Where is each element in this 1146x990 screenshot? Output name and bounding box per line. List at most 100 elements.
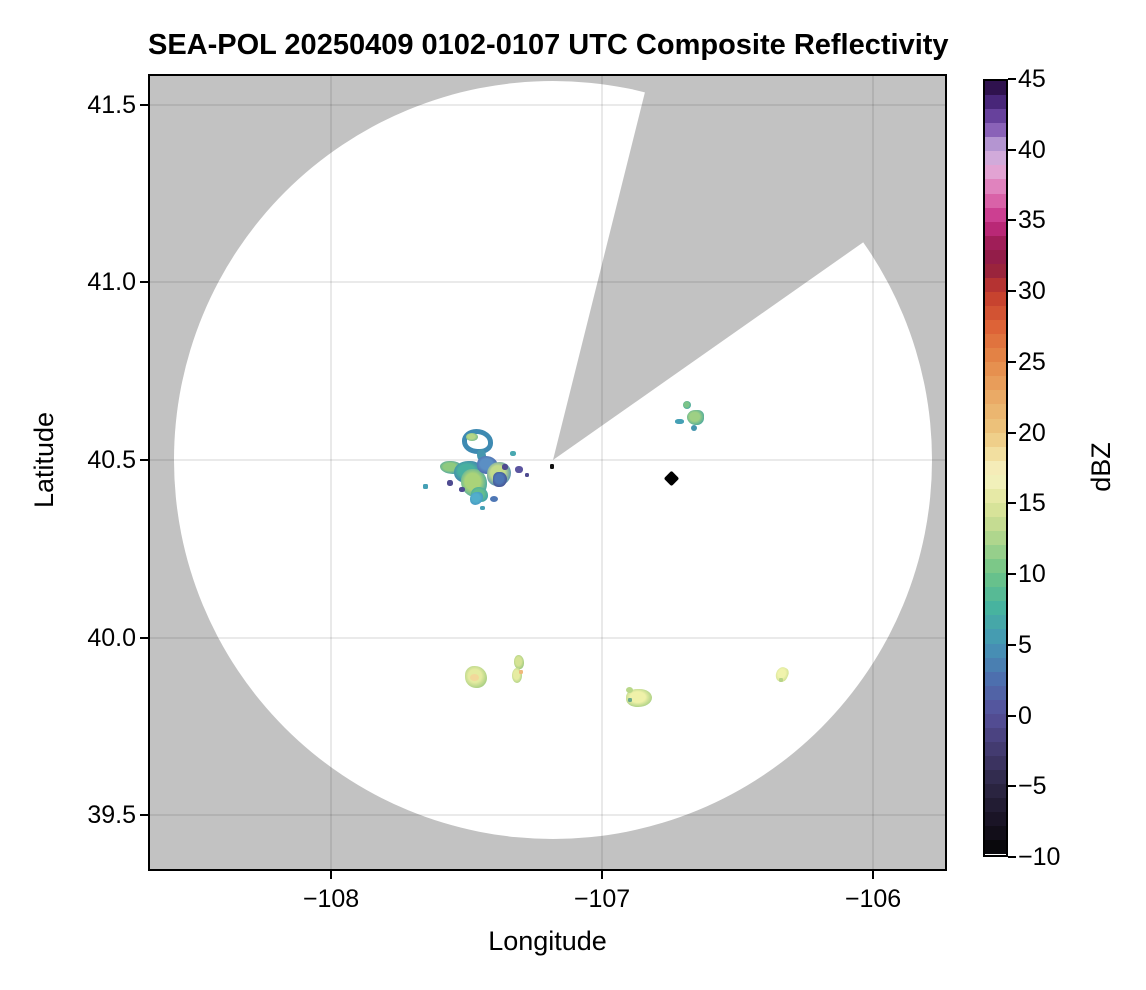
x-axis-label: Longitude: [488, 926, 607, 956]
colorbar-tickmark: [1008, 502, 1016, 505]
colorbar-segment: [985, 221, 1006, 236]
colorbar-segment: [985, 277, 1006, 292]
colorbar-tickmark: [1008, 431, 1016, 434]
colorbar-segment: [985, 207, 1006, 222]
colorbar-segment: [985, 531, 1006, 546]
y-tick-label: 41.5: [87, 91, 136, 119]
colorbar-segment: [985, 699, 1006, 714]
colorbar-segment: [985, 741, 1006, 756]
colorbar-segment: [985, 263, 1006, 278]
colorbar-segment: [985, 151, 1006, 166]
y-tickmark: [140, 459, 148, 461]
colorbar-segment: [985, 362, 1006, 377]
x-tickmark: [872, 871, 874, 879]
colorbar-segment: [985, 334, 1006, 349]
colorbar-tick-label: 25: [1018, 347, 1046, 376]
x-tick-label: −107: [573, 885, 631, 913]
colorbar-segment: [985, 390, 1006, 405]
y-tickmark: [140, 814, 148, 816]
colorbar-segment: [985, 516, 1006, 531]
colorbar-tick-label: 5: [1018, 630, 1032, 659]
colorbar-tickmark: [1008, 360, 1016, 363]
colorbar-segment: [985, 685, 1006, 700]
y-tick-label: 41.0: [87, 268, 136, 296]
y-tickmark: [140, 281, 148, 283]
colorbar-segment: [985, 123, 1006, 138]
colorbar-segment: [985, 376, 1006, 391]
colorbar-tick-label: −5: [1018, 772, 1047, 801]
colorbar-segment: [985, 446, 1006, 461]
colorbar-segment: [985, 291, 1006, 306]
colorbar-segment: [985, 460, 1006, 475]
colorbar-segment: [985, 587, 1006, 602]
colorbar-segment: [985, 488, 1006, 503]
y-axis-label: Latitude: [29, 411, 59, 509]
colorbar-segment: [985, 320, 1006, 335]
colorbar-tickmark: [1008, 573, 1016, 576]
colorbar-tickmark: [1008, 643, 1016, 646]
colorbar-tick-label: 0: [1018, 701, 1032, 730]
colorbar-tick-label: 20: [1018, 418, 1046, 447]
colorbar-segment: [985, 601, 1006, 616]
colorbar-segment: [985, 235, 1006, 250]
colorbar-tick-label: 45: [1018, 65, 1046, 93]
colorbar-label: dBZ: [1086, 442, 1116, 492]
colorbar-tickmark: [1008, 148, 1016, 151]
colorbar-segment: [985, 165, 1006, 180]
colorbar-tickmark: [1008, 856, 1016, 858]
y-tick-label: 39.5: [87, 801, 136, 829]
colorbar-segment: [985, 812, 1006, 827]
x-tickmark: [601, 871, 603, 879]
colorbar-segment: [985, 727, 1006, 742]
colorbar-tickmark: [1008, 78, 1016, 80]
colorbar-tick-label: 40: [1018, 135, 1046, 164]
x-tickmark: [330, 871, 332, 879]
colorbar-segment: [985, 798, 1006, 813]
colorbar-tick-label: −10: [1018, 843, 1061, 871]
colorbar-segment: [985, 573, 1006, 588]
y-tickmark: [140, 104, 148, 106]
colorbar-segment: [985, 826, 1006, 841]
x-tick-label: −108: [302, 885, 360, 913]
x-tick-label: −106: [844, 885, 902, 913]
colorbar-segment: [985, 629, 1006, 644]
y-tick-label: 40.5: [87, 446, 136, 474]
colorbar-segment: [985, 404, 1006, 419]
colorbar-tickmark: [1008, 290, 1016, 293]
colorbar-segment: [985, 432, 1006, 447]
plot-title: SEA-POL 20250409 0102-0107 UTC Composite…: [148, 29, 949, 61]
colorbar-segment: [985, 643, 1006, 658]
colorbar-tickmark: [1008, 785, 1016, 788]
colorbar-segment: [985, 770, 1006, 785]
colorbar-segment: [985, 306, 1006, 321]
colorbar-segment: [985, 559, 1006, 574]
colorbar: [983, 79, 1008, 857]
colorbar-segment: [985, 95, 1006, 110]
colorbar-tick-label: 15: [1018, 489, 1046, 518]
radar-scan-plot-area: [148, 74, 947, 871]
colorbar-segment: [985, 840, 1006, 855]
colorbar-segment: [985, 109, 1006, 124]
colorbar-tick-label: 10: [1018, 560, 1046, 589]
colorbar-segment: [985, 474, 1006, 489]
colorbar-tick-label: 35: [1018, 206, 1046, 235]
colorbar-segment: [985, 545, 1006, 560]
colorbar-segment: [985, 193, 1006, 208]
colorbar-segment: [985, 81, 1006, 96]
colorbar-tickmark: [1008, 219, 1016, 222]
colorbar-tick-label: 30: [1018, 277, 1046, 306]
colorbar-segment: [985, 348, 1006, 363]
y-tickmark: [140, 637, 148, 639]
colorbar-segment: [985, 249, 1006, 264]
colorbar-segment: [985, 502, 1006, 517]
colorbar-segment: [985, 713, 1006, 728]
y-tick-label: 40.0: [87, 624, 136, 652]
colorbar-segment: [985, 657, 1006, 672]
colorbar-segment: [985, 137, 1006, 152]
colorbar-segment: [985, 418, 1006, 433]
colorbar-tickmark: [1008, 714, 1016, 717]
colorbar-segment: [985, 784, 1006, 799]
colorbar-segment: [985, 756, 1006, 771]
colorbar-segment: [985, 615, 1006, 630]
